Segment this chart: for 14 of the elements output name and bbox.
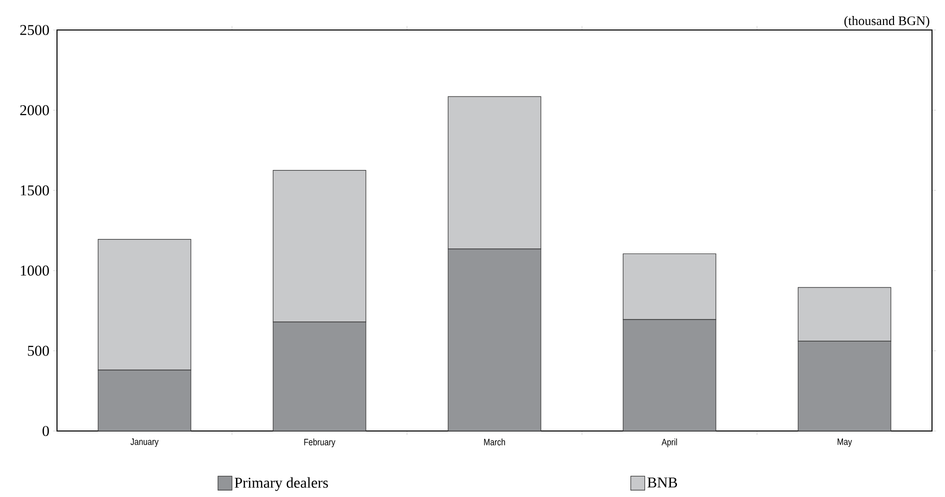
x-tick-label: March <box>484 438 505 446</box>
y-tick-label: 500 <box>28 346 49 356</box>
x-tick-label: January <box>130 438 159 447</box>
y-tick-label: 2000 <box>20 105 49 116</box>
y-tick-label: 0 <box>42 426 49 436</box>
y-tick-label: 1000 <box>20 266 49 276</box>
legend-label: BNB <box>647 478 678 488</box>
x-tick-label: May <box>838 438 852 447</box>
y-tick-label: 2500 <box>20 24 49 36</box>
x-tick-label: April <box>662 438 677 448</box>
text: (thousand BGN) <box>844 16 930 28</box>
legend-label: Primary dealers <box>234 477 328 491</box>
y-tick-label: 1500 <box>20 185 49 196</box>
x-tick-label: February <box>304 438 336 448</box>
